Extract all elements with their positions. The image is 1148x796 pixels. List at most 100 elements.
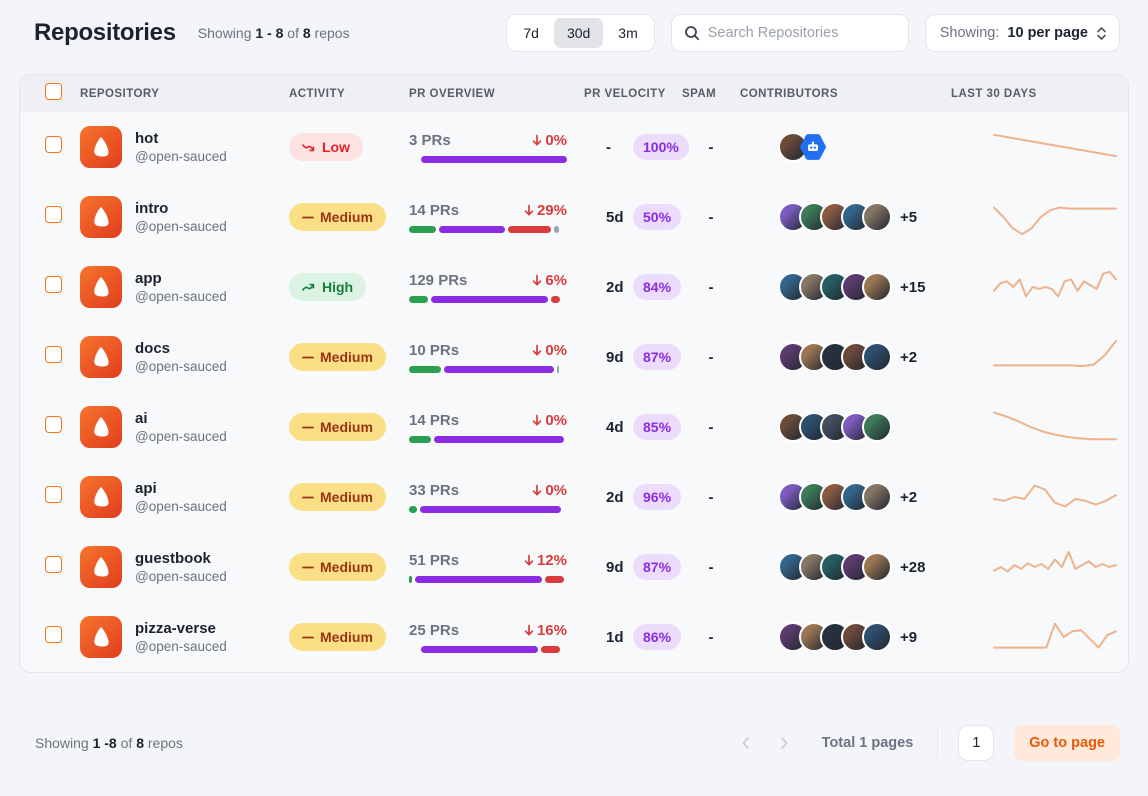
contributor-avatars[interactable] <box>778 202 892 232</box>
activity-badge: Medium <box>289 483 386 511</box>
repo-name[interactable]: guestbook <box>135 550 211 567</box>
go-to-page-button[interactable]: Go to page <box>1014 725 1120 761</box>
dash-icon <box>302 212 314 223</box>
chevron-updown-icon <box>1097 26 1106 40</box>
search-input[interactable] <box>707 25 896 41</box>
page-number-input[interactable] <box>958 725 995 761</box>
activity-sparkline <box>993 133 1117 158</box>
pr-count: 3 PRs <box>409 131 451 149</box>
repo-name[interactable]: pizza-verse <box>135 620 216 637</box>
contributor-avatar[interactable] <box>862 552 892 582</box>
activity-sparkline <box>993 206 1117 236</box>
arrow-down-icon <box>533 344 542 356</box>
row-checkbox[interactable] <box>45 626 62 643</box>
repo-avatar <box>80 196 122 238</box>
contributor-avatars[interactable] <box>778 342 892 372</box>
activity-badge: Low <box>289 133 363 161</box>
spam-value: - <box>708 208 714 226</box>
pr-count: 25 PRs <box>409 621 460 639</box>
total-pages-label: Total 1 pages <box>821 735 914 751</box>
activity-label: Medium <box>320 349 373 365</box>
range-button-3m[interactable]: 3m <box>605 18 650 48</box>
row-checkbox[interactable] <box>45 416 62 433</box>
contributor-avatar[interactable] <box>862 202 892 232</box>
contributor-avatar[interactable] <box>862 482 892 512</box>
column-header-repository: REPOSITORY <box>80 87 160 100</box>
open-sauced-logo-icon <box>94 417 109 437</box>
row-checkbox[interactable] <box>45 136 62 153</box>
contributors-extra-count: +15 <box>900 278 926 296</box>
repo-name[interactable]: hot <box>135 130 159 147</box>
velocity-badge: 86% <box>633 624 682 650</box>
arrow-down-icon <box>524 554 534 566</box>
table-header-row: REPOSITORY ACTIVITY PR OVERVIEW PR VELOC… <box>20 75 1128 112</box>
pr-change: 12% <box>523 552 567 569</box>
repo-avatar <box>80 266 122 308</box>
contributor-avatars[interactable] <box>778 412 892 442</box>
open-sauced-logo-icon <box>94 207 109 227</box>
contributor-avatars[interactable] <box>778 132 827 162</box>
per-page-label: Showing: <box>939 25 1000 41</box>
contributor-avatars[interactable] <box>778 272 892 302</box>
contributor-avatars[interactable] <box>778 622 892 652</box>
row-checkbox[interactable] <box>45 206 62 223</box>
row-checkbox[interactable] <box>45 346 62 363</box>
arrow-down-icon <box>533 414 542 426</box>
repo-org: @open-sauced <box>135 639 227 654</box>
repo-avatar <box>80 126 122 168</box>
table-row: guestbook @open-sauced Medium 51 PRs 12% <box>20 532 1128 602</box>
pr-progress-bar <box>409 225 567 233</box>
velocity-badge: 50% <box>633 204 682 230</box>
table-row: api @open-sauced Medium 33 PRs 0% <box>20 462 1128 532</box>
spam-value: - <box>708 628 714 646</box>
contributor-avatar[interactable] <box>862 342 892 372</box>
contributor-avatar[interactable] <box>862 622 892 652</box>
activity-label: Medium <box>320 209 373 225</box>
repo-name[interactable]: ai <box>135 410 148 427</box>
activity-sparkline <box>993 550 1117 573</box>
chevron-right-icon <box>780 737 788 749</box>
range-button-30d[interactable]: 30d <box>553 18 604 48</box>
repo-name[interactable]: intro <box>135 200 169 217</box>
contributor-avatar[interactable] <box>862 412 892 442</box>
search-box[interactable] <box>670 14 909 52</box>
activity-sparkline <box>993 270 1117 298</box>
per-page-select[interactable]: Showing: 10 per page <box>924 14 1120 52</box>
repo-name[interactable]: app <box>135 270 162 287</box>
contributor-avatar[interactable] <box>862 272 892 302</box>
repo-name[interactable]: docs <box>135 340 171 357</box>
next-page-button[interactable] <box>772 731 796 755</box>
activity-badge: Medium <box>289 553 386 581</box>
chevron-left-icon <box>742 737 749 749</box>
range-button-7d[interactable]: 7d <box>510 18 552 48</box>
row-checkbox[interactable] <box>45 556 62 573</box>
velocity-badge: 84% <box>633 274 682 300</box>
pr-change: 0% <box>531 342 567 359</box>
search-icon <box>684 26 699 41</box>
repo-avatar <box>80 336 122 378</box>
repo-org: @open-sauced <box>135 219 227 234</box>
velocity-badge: 85% <box>633 414 682 440</box>
activity-sparkline <box>993 484 1117 508</box>
contributor-avatars[interactable] <box>778 482 892 512</box>
arrow-down-icon <box>533 134 542 146</box>
contributors-extra-count: +9 <box>900 628 918 646</box>
row-checkbox[interactable] <box>45 486 62 503</box>
repo-org: @open-sauced <box>135 149 227 164</box>
robot-icon <box>808 141 818 151</box>
column-header-spam: SPAM <box>682 87 717 100</box>
velocity-days: 1d <box>606 628 624 646</box>
previous-page-button[interactable] <box>734 731 758 755</box>
open-sauced-logo-icon <box>94 137 109 157</box>
footer-divider <box>937 728 939 758</box>
contributor-avatars[interactable] <box>778 552 892 582</box>
arrow-down-icon <box>533 274 542 286</box>
open-sauced-logo-icon <box>94 277 109 297</box>
repo-name[interactable]: api <box>135 480 157 497</box>
open-sauced-logo-icon <box>94 347 109 367</box>
open-sauced-logo-icon <box>94 487 109 507</box>
row-checkbox[interactable] <box>45 276 62 293</box>
table-row: app @open-sauced High 129 PRs 6% <box>20 252 1128 322</box>
activity-badge: Medium <box>289 203 386 231</box>
select-all-checkbox[interactable] <box>45 82 62 100</box>
